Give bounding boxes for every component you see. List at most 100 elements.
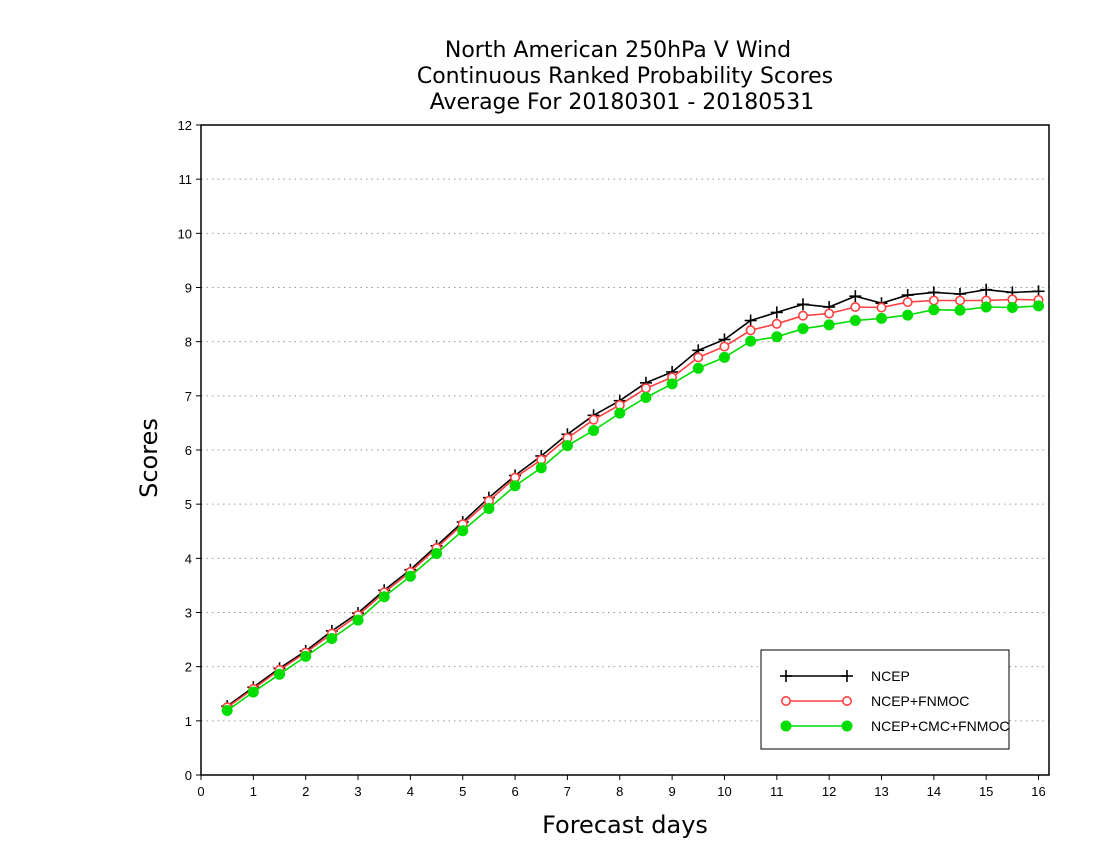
y-tick-label: 8 [185,335,192,350]
data-point [535,462,547,474]
legend-marker [841,720,853,732]
data-point [719,341,730,352]
legend: NCEP NCEP+FNMOC NCEP+CMC+FNMOC [760,649,1010,750]
data-point [640,391,652,403]
data-point [745,325,756,336]
data-point [404,570,416,582]
legend-marker [780,670,792,682]
data-point [823,319,835,331]
data-point [614,407,626,419]
series-2 [221,300,1045,717]
legend-marker [841,695,852,706]
x-tick-label: 1 [250,784,257,799]
y-tick-label: 2 [185,660,192,675]
x-tick-label: 2 [302,784,309,799]
data-point [770,306,783,319]
x-tick-label: 6 [511,784,518,799]
data-point [980,283,993,296]
legend-label: NCEP [871,668,910,684]
y-tick-label: 9 [185,281,192,296]
data-point [640,383,651,394]
legend-label: NCEP+FNMOC [871,693,969,709]
data-point [561,440,573,452]
data-point [718,351,730,363]
y-tick-label: 10 [178,226,192,241]
data-point [378,591,390,603]
data-point [955,295,966,306]
legend-marker [841,670,853,682]
chart-title: North American 250hPa V Wind Continuous … [417,38,833,115]
data-point [876,302,887,313]
data-point [850,301,861,312]
data-point [300,650,312,662]
data-point [902,309,914,321]
x-tick-label: 15 [979,784,993,799]
data-point [509,480,521,492]
data-point [954,304,966,316]
legend-item: NCEP+FNMOC [780,693,969,709]
data-point [692,362,704,374]
data-point [849,290,862,303]
x-tick-label: 13 [874,784,888,799]
y-tick-label: 5 [185,497,192,512]
y-tick-label: 3 [185,606,192,621]
data-point [824,308,835,319]
data-point [352,614,364,626]
data-point [274,668,286,680]
series-layer [221,283,1045,717]
x-tick-label: 16 [1031,784,1045,799]
chart-title-line-2: Continuous Ranked Probability Scores [417,64,833,89]
y-tick-label: 11 [179,172,193,187]
data-point [797,323,809,335]
x-tick-label: 12 [822,784,836,799]
chart-title-line-1: North American 250hPa V Wind [445,38,791,63]
data-point [457,525,469,537]
legend-item: NCEP [780,668,910,684]
y-tick-label: 6 [185,443,192,458]
gridlines [201,178,1049,722]
legend-box [760,649,1010,750]
legend-item: NCEP+CMC+FNMOC [780,718,1009,734]
data-point [771,318,782,329]
y-tick-label: 0 [185,768,192,783]
data-point [849,315,861,327]
data-point [902,297,913,308]
data-point [980,301,992,313]
data-point [483,503,495,514]
data-point [875,312,887,324]
data-point [326,633,338,644]
data-point [221,705,233,717]
data-point [797,310,808,321]
series-line [226,288,1039,707]
x-tick-label: 7 [564,784,571,799]
data-point [928,304,940,316]
y-tick-label: 7 [185,389,192,404]
y-tick-label: 4 [185,551,192,566]
x-tick-label: 4 [407,784,414,799]
legend-marker [780,695,791,706]
x-tick-label: 0 [197,784,204,799]
x-tick-label: 10 [717,784,731,799]
data-point [796,298,809,311]
y-axis-label: Scores [135,418,163,498]
data-point [693,352,704,363]
y-tick-label: 12 [178,118,192,133]
data-point [431,547,443,559]
data-point [588,425,600,436]
x-tick-label: 14 [927,784,941,799]
data-point [744,314,757,327]
chart-title-line-3: Average For 20180301 - 20180531 [430,90,815,115]
x-tick-label: 9 [668,784,675,799]
x-tick-label: 11 [770,784,784,799]
data-point [1033,300,1045,312]
x-tick-label: 5 [459,784,466,799]
data-point [247,686,259,698]
data-point [588,414,599,425]
data-point [666,378,678,390]
data-point [745,335,757,347]
x-tick-label: 3 [354,784,361,799]
data-point [928,295,939,306]
data-point [771,331,783,343]
